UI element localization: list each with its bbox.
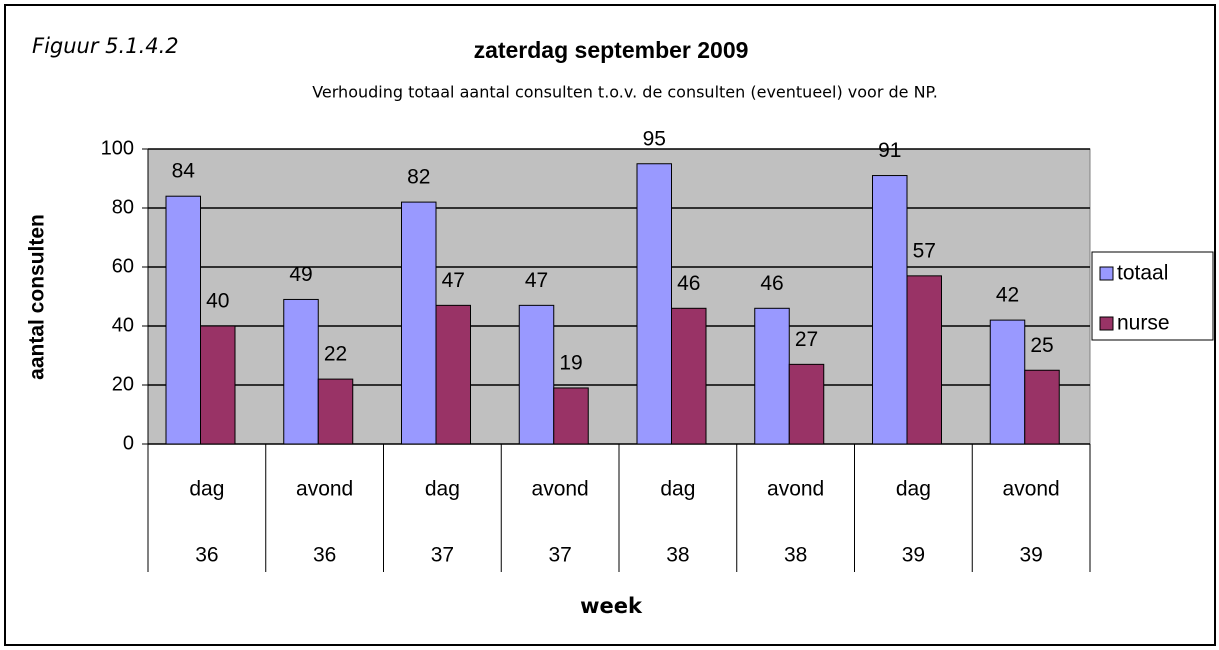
week-label: 37 — [548, 544, 571, 567]
bar — [636, 163, 672, 445]
value-label: 82 — [407, 166, 430, 189]
x-tick-label: avond — [296, 478, 353, 501]
value-label: 57 — [913, 239, 936, 262]
chart-subtitle: Verhouding totaal aantal consulten t.o.v… — [312, 83, 938, 102]
y-tick-label: 80 — [112, 196, 134, 218]
value-label: 95 — [643, 127, 666, 150]
x-tick-label: dag — [896, 478, 931, 501]
y-tick-label: 40 — [112, 314, 134, 336]
week-label: 36 — [195, 544, 218, 567]
week-label: 37 — [431, 544, 454, 567]
bar — [671, 307, 707, 445]
x-tick-label: dag — [189, 478, 224, 501]
bar — [906, 275, 942, 445]
week-label: 38 — [784, 544, 807, 567]
legend-label: totaal — [1117, 262, 1168, 285]
week-label: 38 — [666, 544, 689, 567]
figure-label: Figuur 5.1.4.2 — [32, 34, 179, 58]
bar — [200, 325, 236, 445]
bar — [989, 319, 1026, 445]
x-tick-label: dag — [425, 478, 460, 501]
value-label: 47 — [442, 269, 465, 292]
chart-title: zaterdag september 2009 — [474, 37, 749, 63]
value-label: 49 — [289, 263, 312, 286]
x-axis-label: week — [580, 594, 643, 618]
bar — [401, 201, 437, 445]
x-tick-label: dag — [660, 478, 695, 501]
week-label: 39 — [902, 544, 925, 567]
y-tick-label: 60 — [112, 255, 134, 277]
y-axis-label: aantal consulten — [26, 214, 49, 380]
bar — [435, 304, 471, 445]
legend-label: nurse — [1117, 312, 1170, 335]
value-label: 25 — [1030, 334, 1053, 357]
value-label: 22 — [324, 343, 347, 366]
bar — [1024, 369, 1060, 445]
y-tick-label: 0 — [123, 432, 134, 454]
x-tick-label: avond — [532, 478, 589, 501]
value-label: 84 — [172, 160, 196, 183]
bar — [518, 304, 555, 445]
bar — [283, 298, 319, 445]
week-label: 36 — [313, 544, 336, 567]
value-label: 46 — [677, 272, 700, 295]
x-tick-label: avond — [1003, 478, 1060, 501]
value-label: 40 — [206, 290, 229, 313]
bar — [872, 175, 908, 445]
y-tick-label: 100 — [101, 137, 134, 159]
value-label: 47 — [525, 269, 548, 292]
week-label: 39 — [1019, 544, 1042, 567]
legend-swatch — [1099, 266, 1114, 281]
value-label: 46 — [760, 272, 783, 295]
bar — [553, 387, 589, 445]
bar — [754, 307, 790, 445]
value-label: 27 — [795, 328, 818, 351]
y-tick-label: 20 — [112, 373, 134, 395]
value-label: 19 — [559, 351, 582, 374]
x-tick-label: avond — [767, 478, 824, 501]
bar — [165, 195, 201, 445]
bar — [317, 378, 354, 445]
legend-swatch — [1099, 316, 1114, 331]
bar — [788, 363, 825, 445]
value-label: 91 — [878, 139, 901, 162]
value-label: 42 — [996, 284, 1019, 307]
